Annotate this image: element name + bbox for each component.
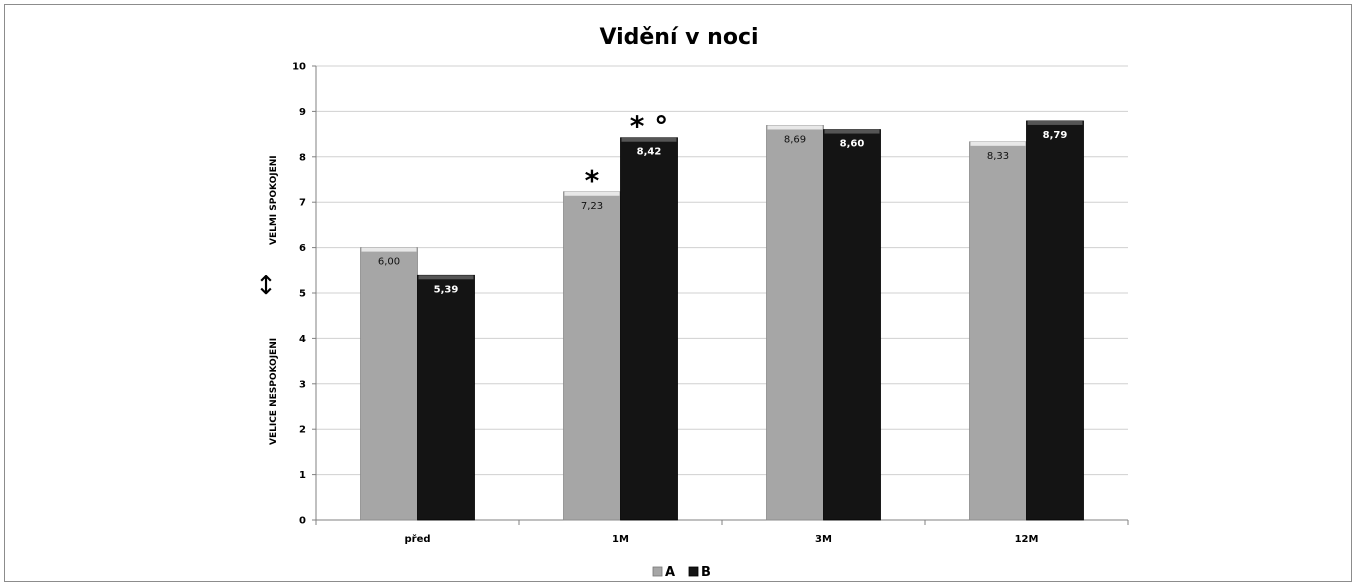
updown-arrow-icon: ↕ <box>255 271 277 301</box>
y-tick-label: 2 <box>299 425 306 436</box>
bar-highlight <box>361 247 417 252</box>
legend-swatch-a <box>652 566 663 577</box>
data-label: 8,69 <box>784 134 806 145</box>
annotations: * * ° <box>585 110 669 197</box>
legend-label-b: B <box>701 565 711 580</box>
data-labels: 6,00 5,39 7,23 8,42 8,69 8,60 8,33 8,79 <box>378 130 1068 295</box>
y-tick-label: 5 <box>299 289 306 300</box>
y-axis-label-bottom: VELICE NESPOKOJENI <box>269 338 279 445</box>
bar-b <box>823 129 881 521</box>
category-label: 1M <box>612 534 629 545</box>
chart-title: Vidění v noci <box>599 25 758 50</box>
bars <box>360 120 1084 521</box>
bar-a <box>563 191 621 521</box>
bar-highlight <box>824 129 880 134</box>
bar-highlight <box>970 141 1026 146</box>
bar-b <box>620 137 678 521</box>
y-tick-label: 4 <box>299 334 306 345</box>
annotation: * ° <box>630 110 668 143</box>
category-label: 12M <box>1015 534 1039 545</box>
bar-highlight <box>1027 120 1083 125</box>
y-tick-label: 8 <box>299 152 306 163</box>
legend-swatch-b <box>688 566 699 577</box>
data-label: 5,39 <box>434 284 459 295</box>
data-label: 8,33 <box>987 151 1009 162</box>
y-tick-label: 6 <box>299 243 306 254</box>
bar-highlight <box>418 275 474 280</box>
data-label: 8,79 <box>1043 130 1068 141</box>
category-labels: před 1M 3M 12M <box>404 533 1038 545</box>
bar-highlight <box>621 137 677 142</box>
data-label: 8,60 <box>840 139 865 150</box>
bar-b <box>1026 120 1084 521</box>
y-tick-label: 0 <box>299 516 306 527</box>
category-label: 3M <box>815 534 832 545</box>
category-label: před <box>404 533 430 545</box>
bar-highlight <box>767 125 823 130</box>
y-tick-label: 1 <box>299 470 306 481</box>
y-tick-label: 9 <box>299 107 306 118</box>
y-tick-labels: 0 1 2 3 4 5 6 7 8 9 10 <box>292 62 306 527</box>
y-tick-label: 3 <box>299 379 306 390</box>
y-axis-label-top: VELMI SPOKOJENI <box>269 155 279 245</box>
bar-a <box>969 141 1027 521</box>
legend-label-a: A <box>665 565 675 580</box>
bar-a <box>766 125 824 521</box>
annotation: * <box>585 164 600 197</box>
bar-highlight <box>564 191 620 196</box>
bar-a <box>360 247 418 521</box>
y-tick-label: 7 <box>299 198 306 209</box>
data-label: 7,23 <box>581 201 603 212</box>
data-label: 6,00 <box>378 257 400 268</box>
data-label: 8,42 <box>637 147 662 158</box>
bar-b <box>417 274 475 521</box>
y-tick-label: 10 <box>292 62 306 73</box>
